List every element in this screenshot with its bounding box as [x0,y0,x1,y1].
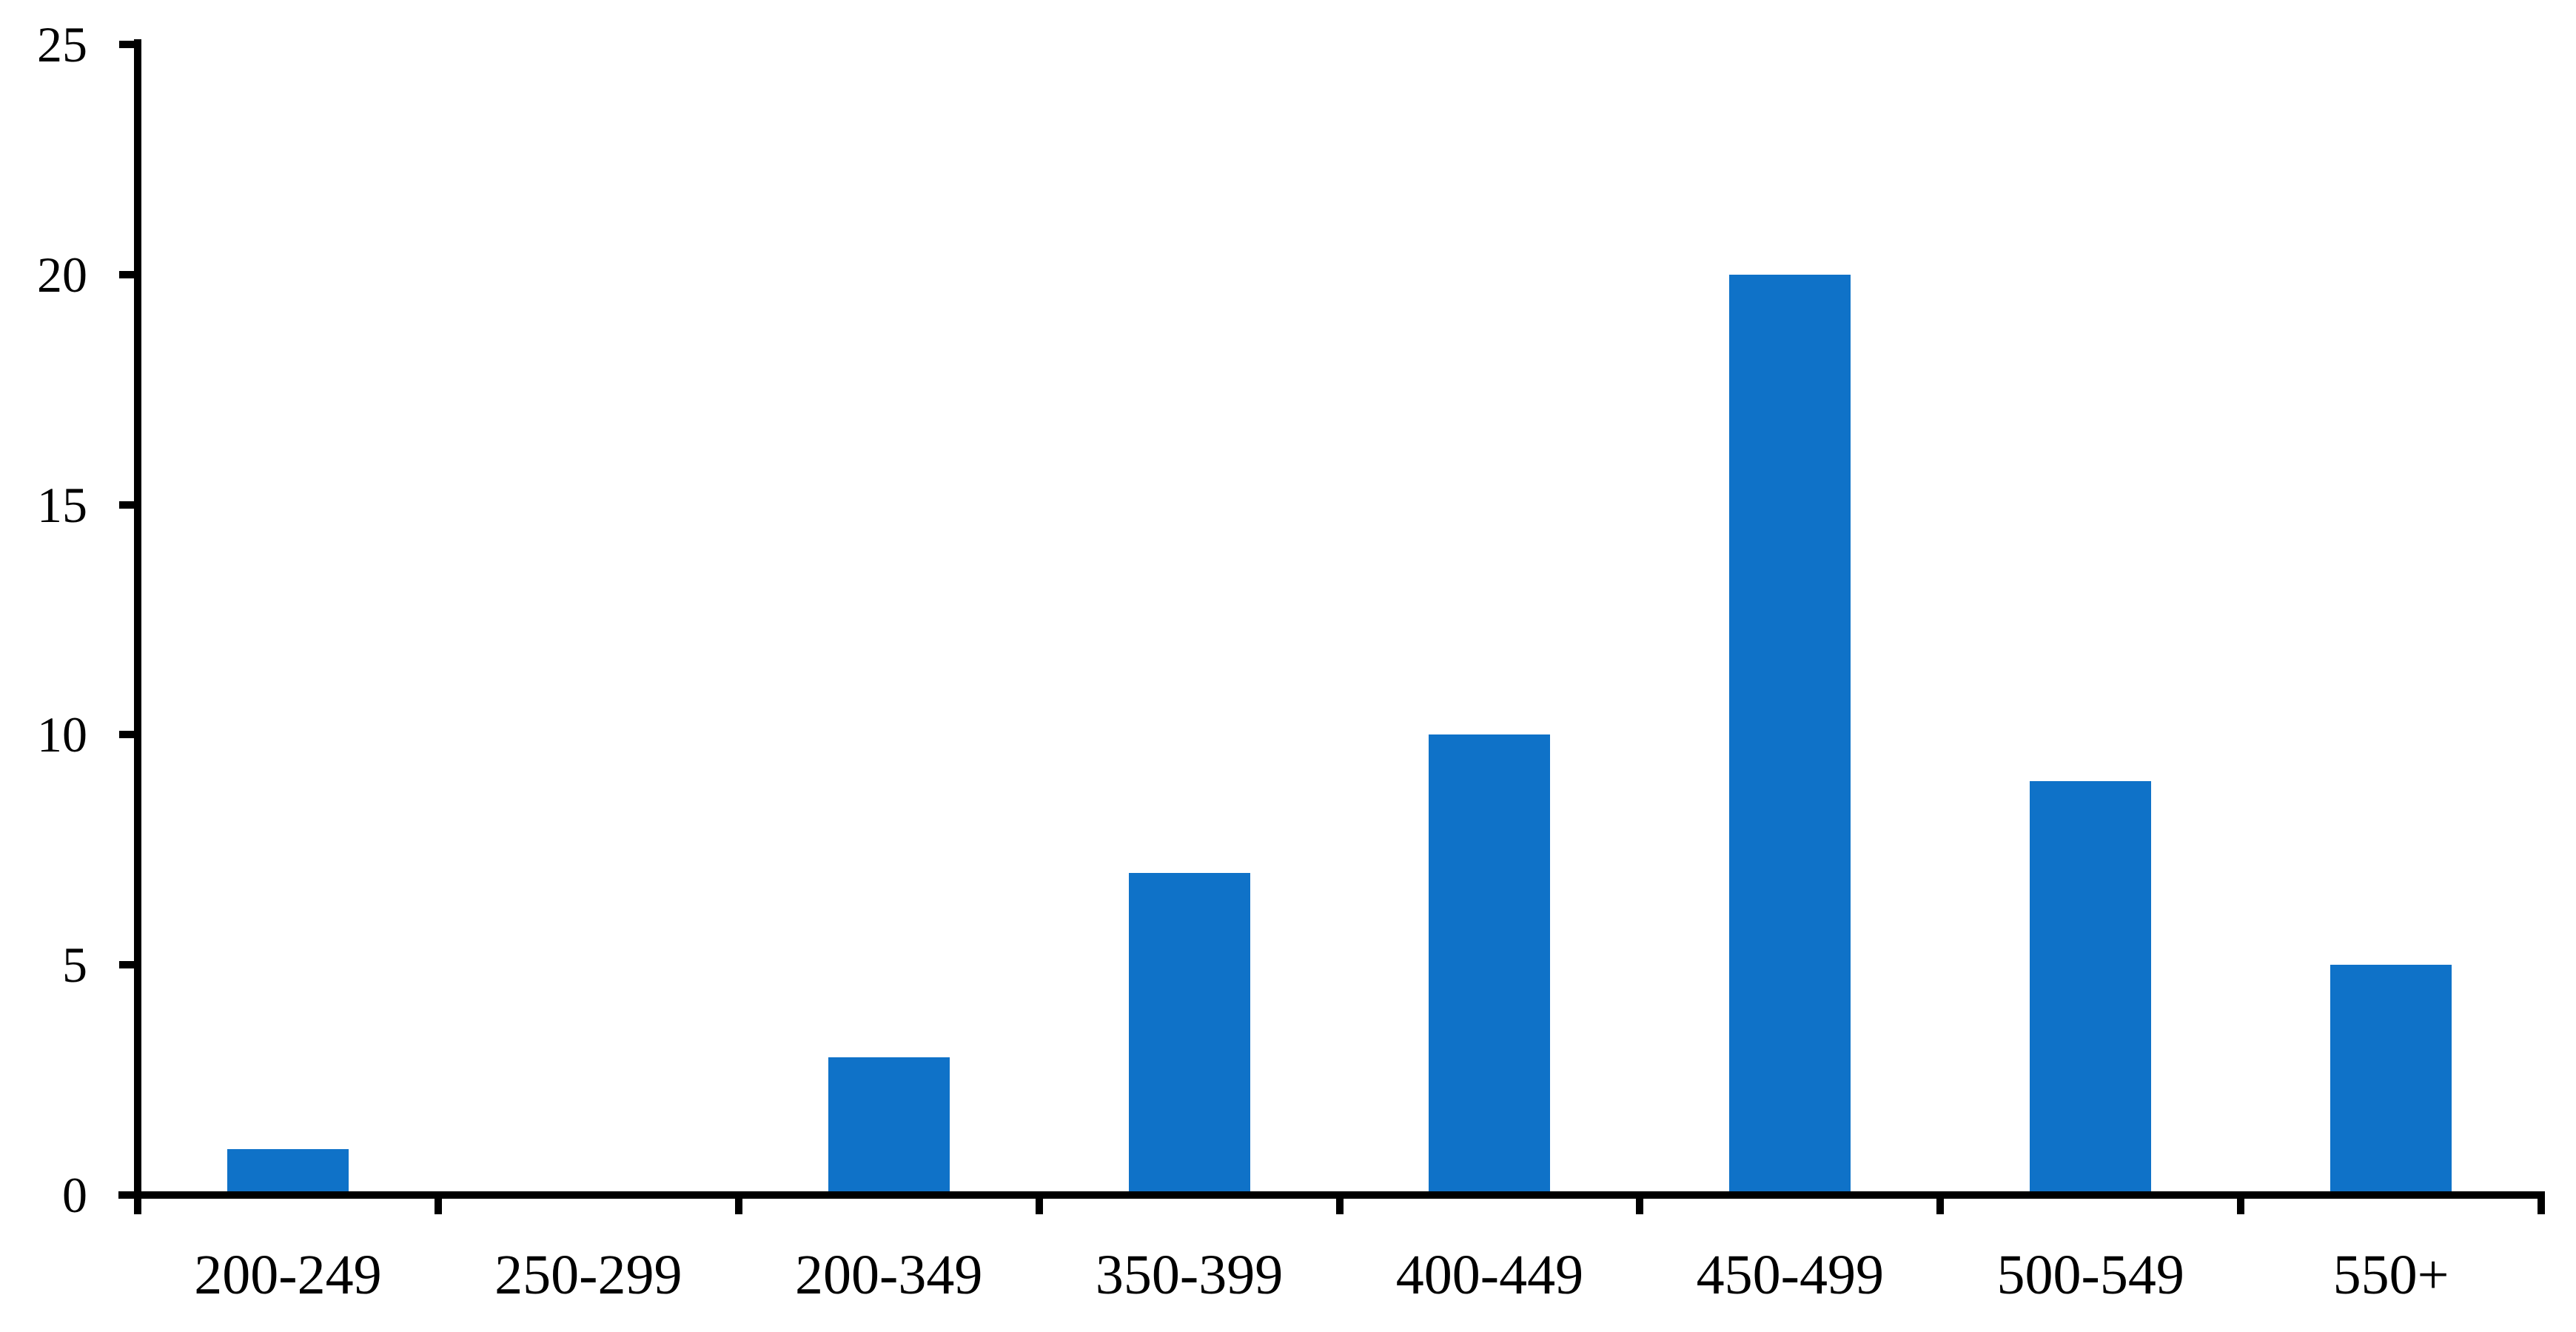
x-axis-tick [1035,1191,1043,1214]
y-tick-label: 5 [62,937,87,994]
y-tick-label: 0 [62,1167,87,1223]
y-axis-tick [119,41,138,48]
x-axis-tick [1335,1191,1344,1214]
x-tick-label: 500-549 [1996,1244,2184,1306]
x-axis-tick [2538,1191,2545,1214]
x-axis-tick [434,1191,442,1214]
bar [227,1148,349,1195]
y-axis-tick [119,731,138,739]
x-tick-label: 250-299 [494,1244,682,1306]
x-axis-tick [1636,1191,1644,1214]
bar [2030,780,2152,1195]
y-tick-label: 10 [37,706,87,763]
y-axis-tick [119,270,138,278]
x-axis-tick [1936,1191,1945,1214]
y-axis-line [134,39,141,1214]
x-axis-tick [734,1191,742,1214]
bar [828,1057,950,1195]
x-tick-label: 450-499 [1696,1244,1884,1306]
x-tick-label: 200-349 [795,1244,983,1306]
y-tick-label: 20 [37,246,87,303]
y-axis-tick [119,961,138,969]
bar [1729,274,1851,1195]
x-tick-label: 400-449 [1395,1244,1584,1306]
y-tick-label: 25 [37,16,87,73]
x-tick-label: 550+ [2332,1244,2449,1306]
y-tick-label: 15 [37,476,87,533]
x-axis-tick [2237,1191,2245,1214]
bar [1128,872,1250,1195]
bar [1429,734,1551,1195]
bar [2330,965,2452,1195]
x-axis-line [118,1191,2541,1199]
x-tick-label: 350-399 [1095,1244,1284,1306]
y-axis-tick [119,501,138,509]
x-tick-label: 200-249 [194,1244,382,1306]
